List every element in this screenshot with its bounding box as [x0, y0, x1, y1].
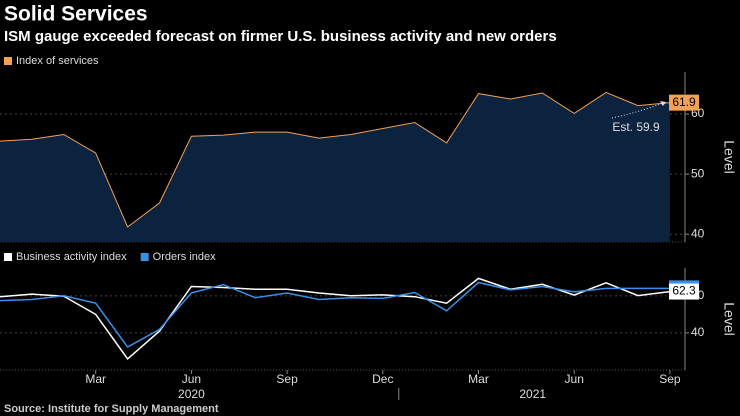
x-tick-label: Mar: [85, 372, 106, 386]
source: Source: Institute for Supply Management: [4, 403, 219, 415]
chart-title: Solid Services: [4, 3, 148, 26]
x-tick-label: Dec: [372, 372, 393, 386]
y-axis-label: Level: [721, 140, 737, 173]
legend-label: Orders index: [153, 251, 216, 263]
line: [0, 281, 670, 348]
area: [0, 92, 670, 243]
annotation: Est. 59.9: [612, 120, 660, 134]
legend-label: Index of services: [16, 55, 99, 67]
x-tick-label: Jun: [565, 372, 584, 386]
y-tick-label: 40: [691, 226, 705, 240]
legend-swatch: [140, 253, 149, 261]
y-tick-label: 50: [691, 166, 705, 180]
value-label-box: [669, 94, 699, 111]
x-tick-label: Sep: [276, 372, 298, 386]
x-tick-label: Sep: [659, 372, 681, 386]
x-year-label: 2021: [519, 387, 546, 401]
legend-swatch: [4, 57, 12, 65]
legend-label: Business activity index: [16, 251, 127, 263]
x-year-label: 2020: [178, 387, 205, 401]
value-label-box: [669, 283, 699, 300]
y-tick-label: 40: [691, 325, 705, 339]
value-label: 62.3: [672, 284, 696, 298]
legend-swatch: [4, 253, 12, 261]
x-tick-label: Mar: [468, 372, 489, 386]
chart-subtitle: ISM gauge exceeded forecast on firmer U.…: [4, 28, 557, 45]
value-label: 61.9: [672, 95, 696, 109]
x-tick-label: Jun: [182, 372, 201, 386]
line: [0, 91, 670, 228]
y-axis-label: Level: [721, 302, 737, 335]
annotation-arrowhead: [660, 101, 666, 106]
